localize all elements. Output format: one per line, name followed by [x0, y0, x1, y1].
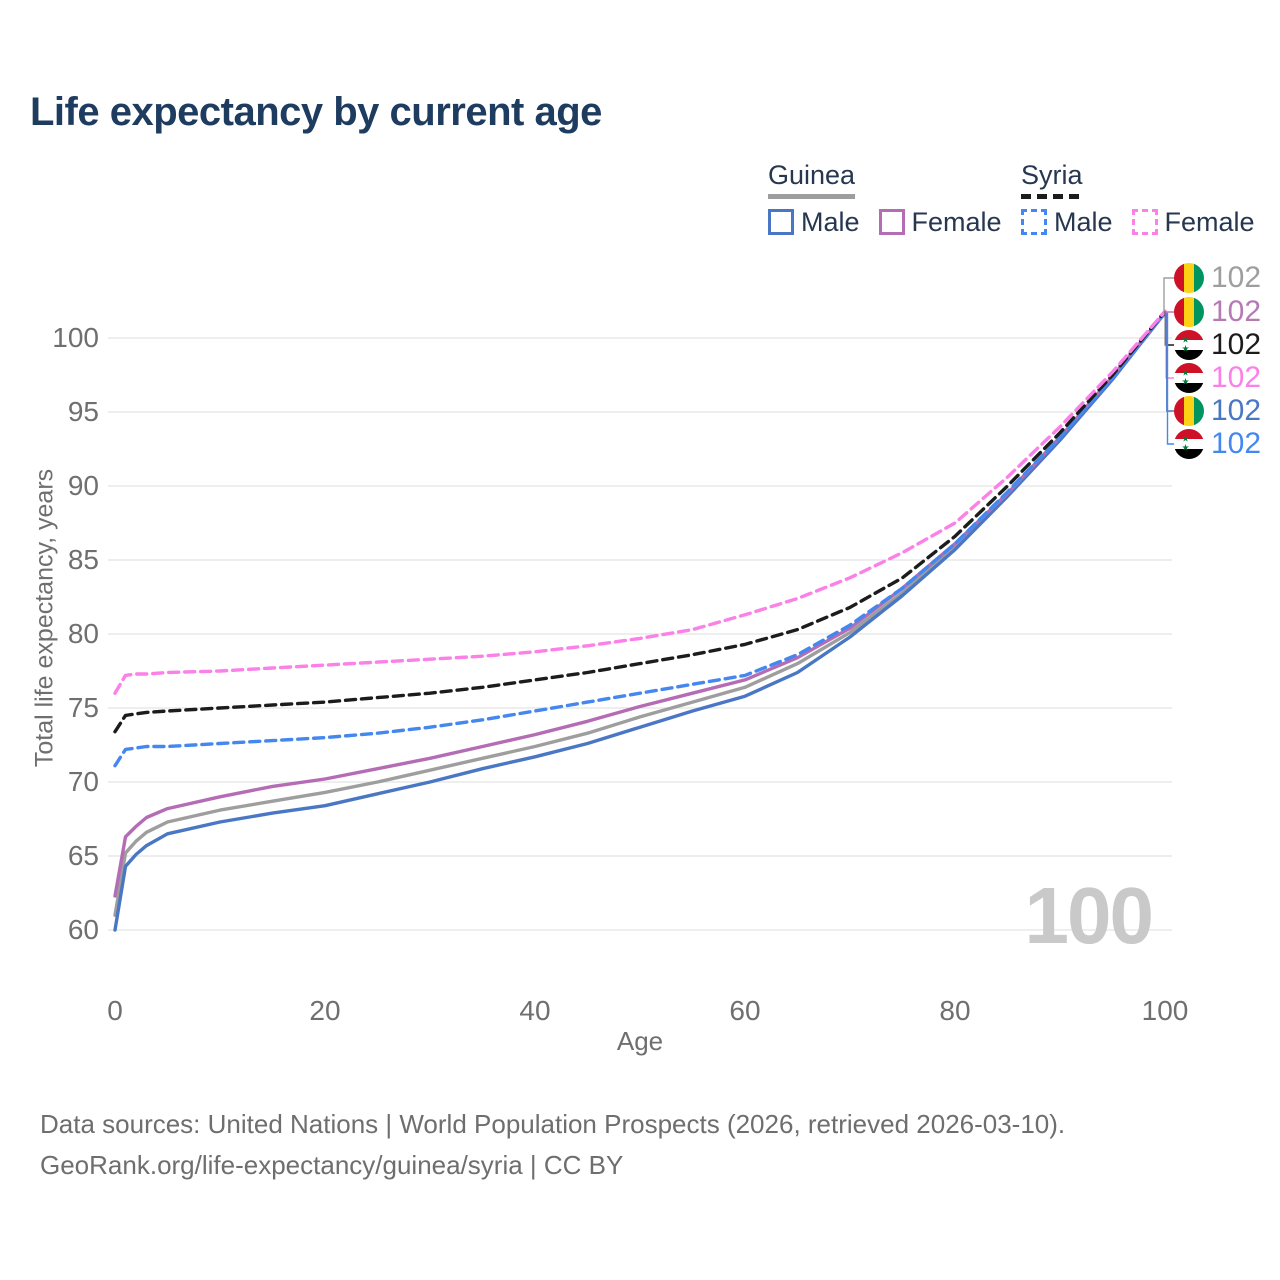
end-label-row-syria-total: ★ ★ 102 [1174, 328, 1262, 361]
page-title: Life expectancy by current age [30, 90, 602, 134]
end-value-label: 102 [1211, 261, 1262, 294]
legend-item-syria-female[interactable]: Female [1131, 206, 1255, 238]
guinea-flag-icon [1174, 297, 1204, 327]
end-value-label: 102 [1211, 295, 1262, 328]
y-tick-label-85: 85 [68, 544, 99, 575]
legend-swatch-syria-female [1131, 209, 1158, 236]
syria-flag-icon: ★ ★ [1174, 330, 1204, 360]
x-tick-label-40: 40 [519, 995, 550, 1026]
y-tick-label-95: 95 [68, 396, 99, 427]
y-tick-label-60: 60 [68, 914, 99, 945]
attribution-line: GeoRank.org/life-expectancy/guinea/syria… [40, 1150, 624, 1180]
legend-group-title-syria: Syria [1021, 160, 1083, 190]
end-value-label: 102 [1211, 328, 1262, 361]
y-axis-title: Total life expectancy, years [30, 468, 59, 768]
end-label-row-guinea-total: 102 [1174, 261, 1262, 294]
y-tick-label-80: 80 [68, 618, 99, 649]
series-line-guinea-male [113, 311, 1167, 932]
data-sources-line: Data sources: United Nations | World Pop… [40, 1109, 1066, 1139]
x-axis-title: Age [616, 1026, 664, 1056]
y-tick-label-75: 75 [68, 692, 99, 723]
age-watermark: 100 [1024, 871, 1154, 960]
end-label-row-syria-female: ★ ★ 102 [1174, 361, 1262, 394]
series-line-syria-male [113, 311, 1167, 768]
legend-swatch-syria-male [1021, 209, 1047, 236]
footer: Data sources: United Nations | World Pop… [40, 1104, 1065, 1186]
end-label-row-guinea-female: 102 [1174, 295, 1262, 328]
y-tick-label-70: 70 [68, 766, 99, 797]
end-label-connector-syria-female [1165, 311, 1176, 379]
end-value-label: 102 [1211, 394, 1262, 427]
series-line-syria-total [113, 309, 1167, 734]
end-value-label: 102 [1211, 427, 1262, 460]
x-tick-label-20: 20 [309, 995, 340, 1026]
y-tick-label-90: 90 [68, 470, 99, 501]
legend-item-label: Male [1054, 206, 1113, 237]
guinea-flag-icon [1174, 396, 1204, 426]
end-label-row-syria-male: ★ ★ 102 [1174, 427, 1262, 460]
legend-group-syria: Syria Male Female [1021, 160, 1274, 238]
legend-underline-syria-dashed [1021, 193, 1083, 199]
series-line-syria-female [113, 309, 1167, 695]
y-tick-label-65: 65 [68, 840, 99, 871]
end-label-connector-guinea-female [1164, 311, 1176, 313]
guinea-flag-icon [1174, 263, 1204, 293]
legend-item-guinea-female[interactable]: Female [878, 206, 1002, 238]
syria-flag-icon: ★ ★ [1174, 429, 1204, 459]
end-label-connector-syria-male [1166, 312, 1176, 445]
end-label-row-guinea-male: 102 [1174, 394, 1262, 427]
x-tick-label-80: 80 [939, 995, 970, 1026]
series-line-guinea-female [113, 311, 1167, 898]
end-label-connector-guinea-total [1163, 277, 1176, 313]
legend-swatch-guinea-female [878, 209, 905, 236]
legend-group-guinea: Guinea Male Female [768, 160, 1021, 238]
syria-flag-icon: ★ ★ [1174, 363, 1204, 393]
x-tick-label-0: 0 [107, 995, 123, 1026]
x-tick-label-60: 60 [729, 995, 760, 1026]
syria-flag-stars: ★ ★ [1181, 367, 1192, 387]
end-value-label: 102 [1211, 361, 1262, 394]
legend-item-label: Female [1164, 206, 1255, 237]
legend-underline-guinea-solid [768, 193, 855, 199]
legend-item-label: Male [801, 206, 860, 237]
legend-item-label: Female [911, 206, 1002, 237]
legend-item-syria-male[interactable]: Male [1021, 207, 1113, 238]
legend-items-guinea: Male Female [768, 207, 1021, 238]
chart-canvas: 60 65 70 75 80 85 90 95 100 0 20 40 60 80 100 [52, 277, 1189, 1026]
legend-group-title-guinea: Guinea [768, 160, 856, 190]
x-tick-label-100: 100 [1142, 995, 1189, 1026]
syria-flag-stars: ★ ★ [1181, 334, 1192, 354]
legend-item-guinea-male[interactable]: Male [768, 207, 860, 238]
legend-items-syria: Male Female [1021, 207, 1274, 238]
y-tick-label-100: 100 [52, 322, 99, 353]
syria-flag-stars: ★ ★ [1181, 433, 1192, 453]
legend-swatch-guinea-male [768, 209, 794, 236]
series-line-guinea-total [113, 311, 1167, 917]
